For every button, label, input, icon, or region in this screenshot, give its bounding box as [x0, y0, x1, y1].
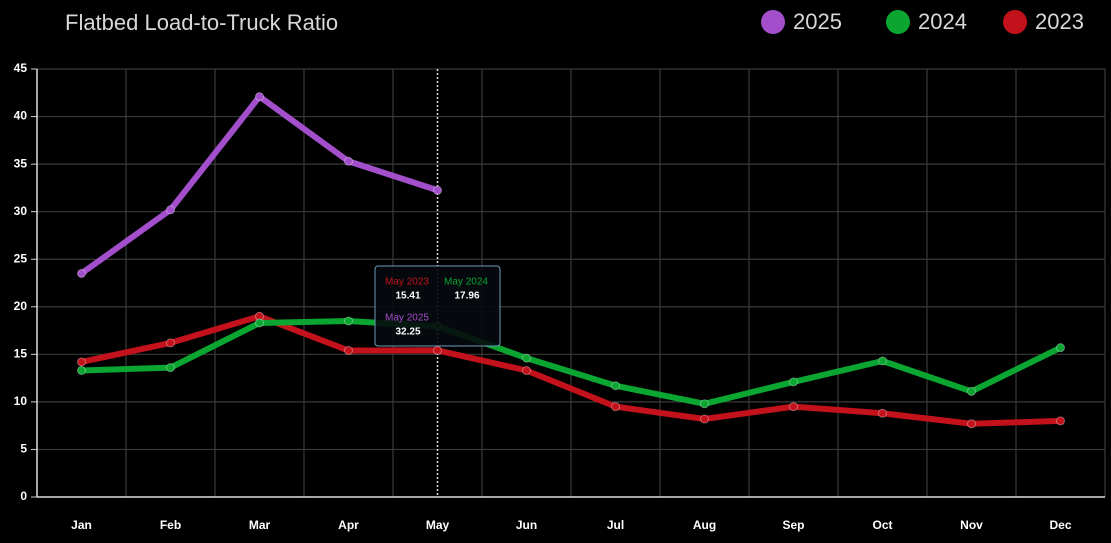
data-point — [166, 338, 175, 348]
x-tick-label: Jul — [607, 518, 624, 532]
data-point — [1056, 416, 1065, 426]
y-tick-label: 20 — [14, 299, 28, 313]
data-point — [255, 92, 264, 102]
data-point — [789, 377, 798, 387]
legend-label: 2025 — [793, 9, 842, 34]
tooltip-value: 17.96 — [454, 291, 479, 302]
y-tick-label: 30 — [14, 204, 28, 218]
data-point — [77, 366, 86, 376]
tooltip-box — [374, 265, 501, 347]
tooltip-label: May 2024 — [444, 277, 488, 288]
data-point — [166, 363, 175, 373]
data-point — [700, 414, 709, 424]
tooltip-label: May 2023 — [385, 277, 429, 288]
tooltip-value: 32.25 — [395, 327, 420, 338]
data-point — [967, 386, 976, 396]
y-tick-label: 5 — [20, 442, 27, 456]
y-tick-label: 40 — [14, 109, 28, 123]
y-tick-label: 25 — [14, 251, 28, 265]
x-tick-label: Apr — [338, 518, 359, 532]
data-point — [611, 402, 620, 412]
data-point — [433, 185, 442, 195]
series-line — [78, 318, 1064, 407]
chart-title: Flatbed Load-to-Truck Ratio — [65, 10, 338, 35]
data-point — [1056, 343, 1065, 353]
y-tick-label: 35 — [14, 156, 28, 170]
data-point — [77, 268, 86, 278]
x-tick-label: Nov — [960, 518, 983, 532]
data-point — [522, 366, 531, 376]
x-tick-label: Jan — [71, 518, 92, 532]
data-point — [611, 381, 620, 391]
series-line — [78, 313, 1064, 427]
legend-swatch — [1003, 10, 1027, 34]
x-tick-label: Sep — [782, 518, 804, 532]
tooltip-value: 15.41 — [395, 291, 420, 302]
y-tick-label: 10 — [14, 394, 28, 408]
legend-label: 2023 — [1035, 9, 1084, 34]
x-tick-label: May — [426, 518, 450, 532]
data-point — [967, 419, 976, 429]
data-point — [878, 408, 887, 418]
x-tick-label: Aug — [693, 518, 716, 532]
legend-label: 2024 — [918, 9, 967, 34]
data-point — [433, 345, 442, 355]
data-point — [878, 356, 887, 366]
data-point — [255, 318, 264, 328]
legend-swatch — [761, 10, 785, 34]
x-tick-label: Jun — [516, 518, 537, 532]
data-point — [77, 357, 86, 367]
x-tick-label: Mar — [249, 518, 271, 532]
x-tick-label: Feb — [160, 518, 181, 532]
y-tick-label: 15 — [14, 347, 28, 361]
data-point — [344, 156, 353, 166]
data-point — [700, 399, 709, 409]
x-tick-label: Oct — [872, 518, 892, 532]
y-tick-label: 0 — [20, 489, 27, 503]
data-point — [166, 205, 175, 215]
data-point — [789, 402, 798, 412]
data-point — [522, 353, 531, 363]
data-point — [344, 346, 353, 356]
tooltip: May 2023 15.41 May 2024 17.96 May 2025 32.25 — [374, 265, 501, 347]
data-point — [344, 316, 353, 326]
x-tick-label: Dec — [1049, 518, 1071, 532]
tooltip-label: May 2025 — [385, 313, 429, 324]
legend-swatch — [886, 10, 910, 34]
y-tick-label: 45 — [14, 61, 28, 75]
